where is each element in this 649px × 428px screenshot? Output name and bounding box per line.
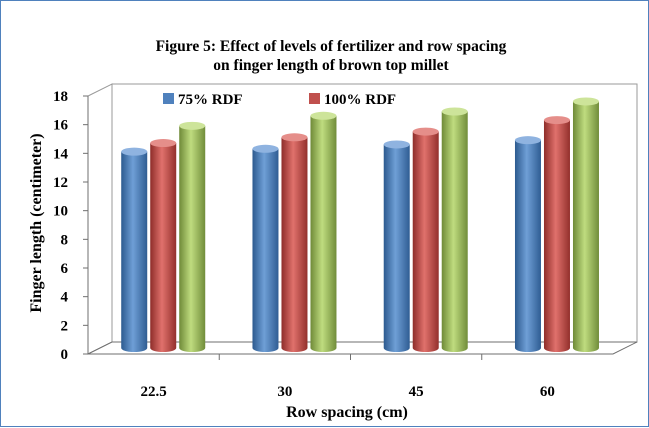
bar <box>252 144 279 352</box>
y-tick-label: 12 <box>53 175 68 191</box>
bar-body <box>572 101 599 352</box>
bar <box>572 97 599 352</box>
legend-swatch-75-rdf <box>163 93 174 104</box>
chart-title-line-2: on finger length of brown top millet <box>213 57 449 74</box>
y-tick-label: 6 <box>61 261 69 277</box>
bar-body <box>543 120 570 352</box>
bar-top <box>572 97 599 106</box>
bar-body <box>281 137 308 352</box>
x-tick-label: 22.5 <box>141 384 167 400</box>
y-tick-labels: 0 2 4 6 8 10 12 14 16 18 <box>53 89 88 363</box>
bar-top <box>383 140 410 149</box>
bar-top <box>412 127 439 136</box>
bar <box>121 147 148 352</box>
side-wall <box>87 83 113 355</box>
y-tick-label: 18 <box>53 89 68 105</box>
chart-title: Figure 5: Effect of levels of fertilizer… <box>156 38 507 74</box>
legend-label-75-rdf: 75% RDF <box>178 92 243 108</box>
y-tick-label: 4 <box>61 290 69 306</box>
bars <box>121 97 599 352</box>
legend-swatch-100-rdf <box>309 93 320 104</box>
bar-top <box>179 121 206 130</box>
legend: 75% RDF 100% RDF <box>163 92 396 108</box>
bar-top <box>252 144 279 153</box>
y-tick-label: 2 <box>61 318 69 334</box>
bar-body <box>150 143 177 352</box>
y-tick-label: 8 <box>61 232 69 248</box>
y-tick-label: 16 <box>53 118 69 134</box>
chart-title-line-1: Figure 5: Effect of levels of fertilizer… <box>156 38 507 55</box>
bar-top <box>281 133 308 142</box>
x-tick-label: 30 <box>277 384 292 400</box>
bar-top <box>150 139 177 148</box>
bar-body <box>252 148 279 352</box>
bar <box>281 133 308 352</box>
bar-body <box>383 144 410 352</box>
bar <box>543 116 570 352</box>
bar-top <box>514 136 541 145</box>
bar <box>150 139 177 352</box>
y-tick-label: 14 <box>53 146 69 162</box>
bar-body <box>412 131 439 352</box>
bar <box>310 111 337 352</box>
bar <box>179 121 206 352</box>
bar-top <box>543 116 570 125</box>
y-tick-label: 0 <box>61 347 69 363</box>
bar-body <box>121 151 148 352</box>
x-axis-label: Row spacing (cm) <box>286 404 408 421</box>
bar-top <box>310 111 337 120</box>
legend-label-100-rdf: 100% RDF <box>324 92 396 108</box>
y-axis-label: Finger length (centimeter) <box>28 133 45 312</box>
bar-body <box>441 111 468 352</box>
bar <box>412 127 439 352</box>
x-tick-labels: 22.5 30 45 60 <box>141 354 555 400</box>
bar-body <box>514 140 541 352</box>
bar-body <box>310 115 337 352</box>
bar-top <box>121 147 148 156</box>
bar-top <box>441 107 468 116</box>
bar <box>514 136 541 352</box>
bar <box>383 140 410 352</box>
y-tick-label: 10 <box>53 204 68 220</box>
x-tick-label: 45 <box>409 384 424 400</box>
bar-body <box>179 125 206 352</box>
bar <box>441 107 468 352</box>
x-tick-label: 60 <box>540 384 555 400</box>
